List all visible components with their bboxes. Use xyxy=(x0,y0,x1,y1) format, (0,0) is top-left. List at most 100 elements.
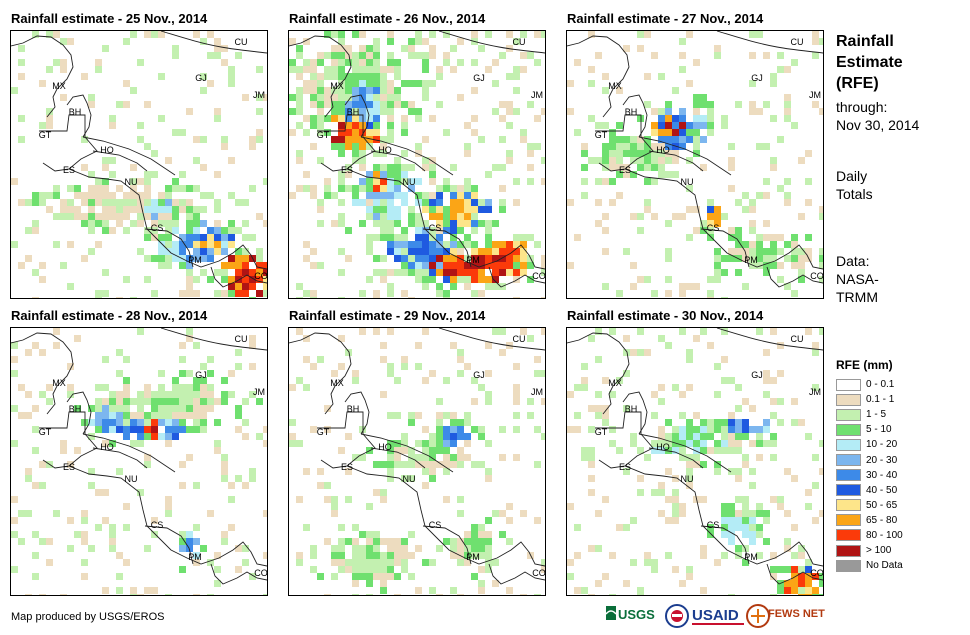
rainfall-cell xyxy=(387,164,394,171)
country-label: CS xyxy=(151,520,164,530)
rainfall-cell xyxy=(109,157,116,164)
rainfall-cell xyxy=(193,220,200,227)
rainfall-cell xyxy=(429,447,436,454)
rainfall-cell xyxy=(595,356,602,363)
country-border xyxy=(488,266,545,288)
rainfall-cell xyxy=(158,234,165,241)
rainfall-cell xyxy=(478,433,485,440)
rainfall-cell xyxy=(193,234,200,241)
rainfall-cell xyxy=(310,94,317,101)
rainfall-cell xyxy=(588,66,595,73)
rainfall-cell xyxy=(18,59,25,66)
country-border xyxy=(638,433,732,473)
rainfall-cell xyxy=(380,566,387,573)
legend-swatch xyxy=(836,438,861,451)
rainfall-cell xyxy=(464,269,471,276)
rainfall-cell xyxy=(457,206,464,213)
rainfall-cell xyxy=(436,241,443,248)
rainfall-cell xyxy=(366,73,373,80)
rainfall-cell xyxy=(317,122,324,129)
rainfall-cell xyxy=(373,38,380,45)
rainfall-cell xyxy=(457,426,464,433)
rainfall-cell xyxy=(707,213,714,220)
rainfall-cell xyxy=(380,227,387,234)
rainfall-cell xyxy=(513,178,520,185)
rainfall-cell xyxy=(207,241,214,248)
rainfall-cell xyxy=(380,356,387,363)
rainfall-cell xyxy=(39,199,46,206)
rainfall-cell xyxy=(770,412,777,419)
country-label: ES xyxy=(341,165,353,175)
rainfall-cell xyxy=(700,227,707,234)
rainfall-cell xyxy=(373,328,380,335)
rainfall-cell xyxy=(408,52,415,59)
rainfall-cell xyxy=(457,59,464,66)
rainfall-cell xyxy=(387,566,394,573)
rainfall-cell xyxy=(408,447,415,454)
rainfall-cell xyxy=(366,234,373,241)
rainfall-cell xyxy=(457,220,464,227)
rainfall-cell xyxy=(735,440,742,447)
rainfall-cell xyxy=(310,66,317,73)
rainfall-cell xyxy=(735,269,742,276)
rainfall-cell xyxy=(630,349,637,356)
rainfall-cell xyxy=(791,587,798,594)
rainfall-cell xyxy=(700,461,707,468)
rainfall-cell xyxy=(387,552,394,559)
rainfall-cell xyxy=(352,538,359,545)
rainfall-cell xyxy=(443,297,450,298)
rainfall-cell xyxy=(200,164,207,171)
rainfall-cell xyxy=(714,255,721,262)
rainfall-cell xyxy=(366,559,373,566)
rainfall-cell xyxy=(165,433,172,440)
rainfall-cell xyxy=(186,241,193,248)
rainfall-cell xyxy=(172,405,179,412)
rainfall-cell xyxy=(200,192,207,199)
product-title: Rainfall Estimate (RFE) xyxy=(836,31,903,94)
rainfall-cell xyxy=(249,342,256,349)
country-border xyxy=(422,525,472,565)
rainfall-cell xyxy=(74,405,81,412)
rainfall-cell xyxy=(331,143,338,150)
rainfall-cell xyxy=(415,115,422,122)
rainfall-cell xyxy=(158,213,165,220)
rainfall-cell xyxy=(18,73,25,80)
rainfall-cell xyxy=(513,241,520,248)
rainfall-cell xyxy=(352,73,359,80)
rainfall-cell xyxy=(721,517,728,524)
rainfall-cell xyxy=(123,199,130,206)
rainfall-cell xyxy=(345,255,352,262)
rainfall-cell xyxy=(651,150,658,157)
rainfall-cell xyxy=(581,150,588,157)
rainfall-cell xyxy=(130,178,137,185)
rainfall-cell xyxy=(338,297,345,298)
rainfall-cell xyxy=(242,262,249,269)
rainfall-cell xyxy=(263,552,267,559)
rainfall-cell xyxy=(415,80,422,87)
rainfall-cell xyxy=(331,573,338,580)
rainfall-cell xyxy=(123,419,130,426)
rainfall-cell xyxy=(422,328,429,335)
rainfall-cell xyxy=(366,276,373,283)
rainfall-cell xyxy=(394,185,401,192)
rainfall-cell xyxy=(373,461,380,468)
rainfall-cell xyxy=(429,370,436,377)
rainfall-cell xyxy=(338,185,345,192)
rainfall-cell xyxy=(756,262,763,269)
rainfall-cell xyxy=(742,503,749,510)
rainfall-cell xyxy=(67,517,74,524)
rainfall-cell xyxy=(714,461,721,468)
rainfall-cell xyxy=(352,150,359,157)
rainfall-cell xyxy=(186,269,193,276)
legend-label: No Data xyxy=(866,560,903,572)
rainfall-cell xyxy=(499,115,506,122)
rainfall-cell xyxy=(763,370,770,377)
rainfall-cell xyxy=(74,206,81,213)
rainfall-cell xyxy=(450,227,457,234)
rainfall-cell xyxy=(791,419,798,426)
rainfall-cell xyxy=(735,234,742,241)
rainfall-cell xyxy=(359,290,366,297)
rainfall-cell xyxy=(763,377,770,384)
rainfall-cell xyxy=(60,262,67,269)
rainfall-cell xyxy=(207,276,214,283)
